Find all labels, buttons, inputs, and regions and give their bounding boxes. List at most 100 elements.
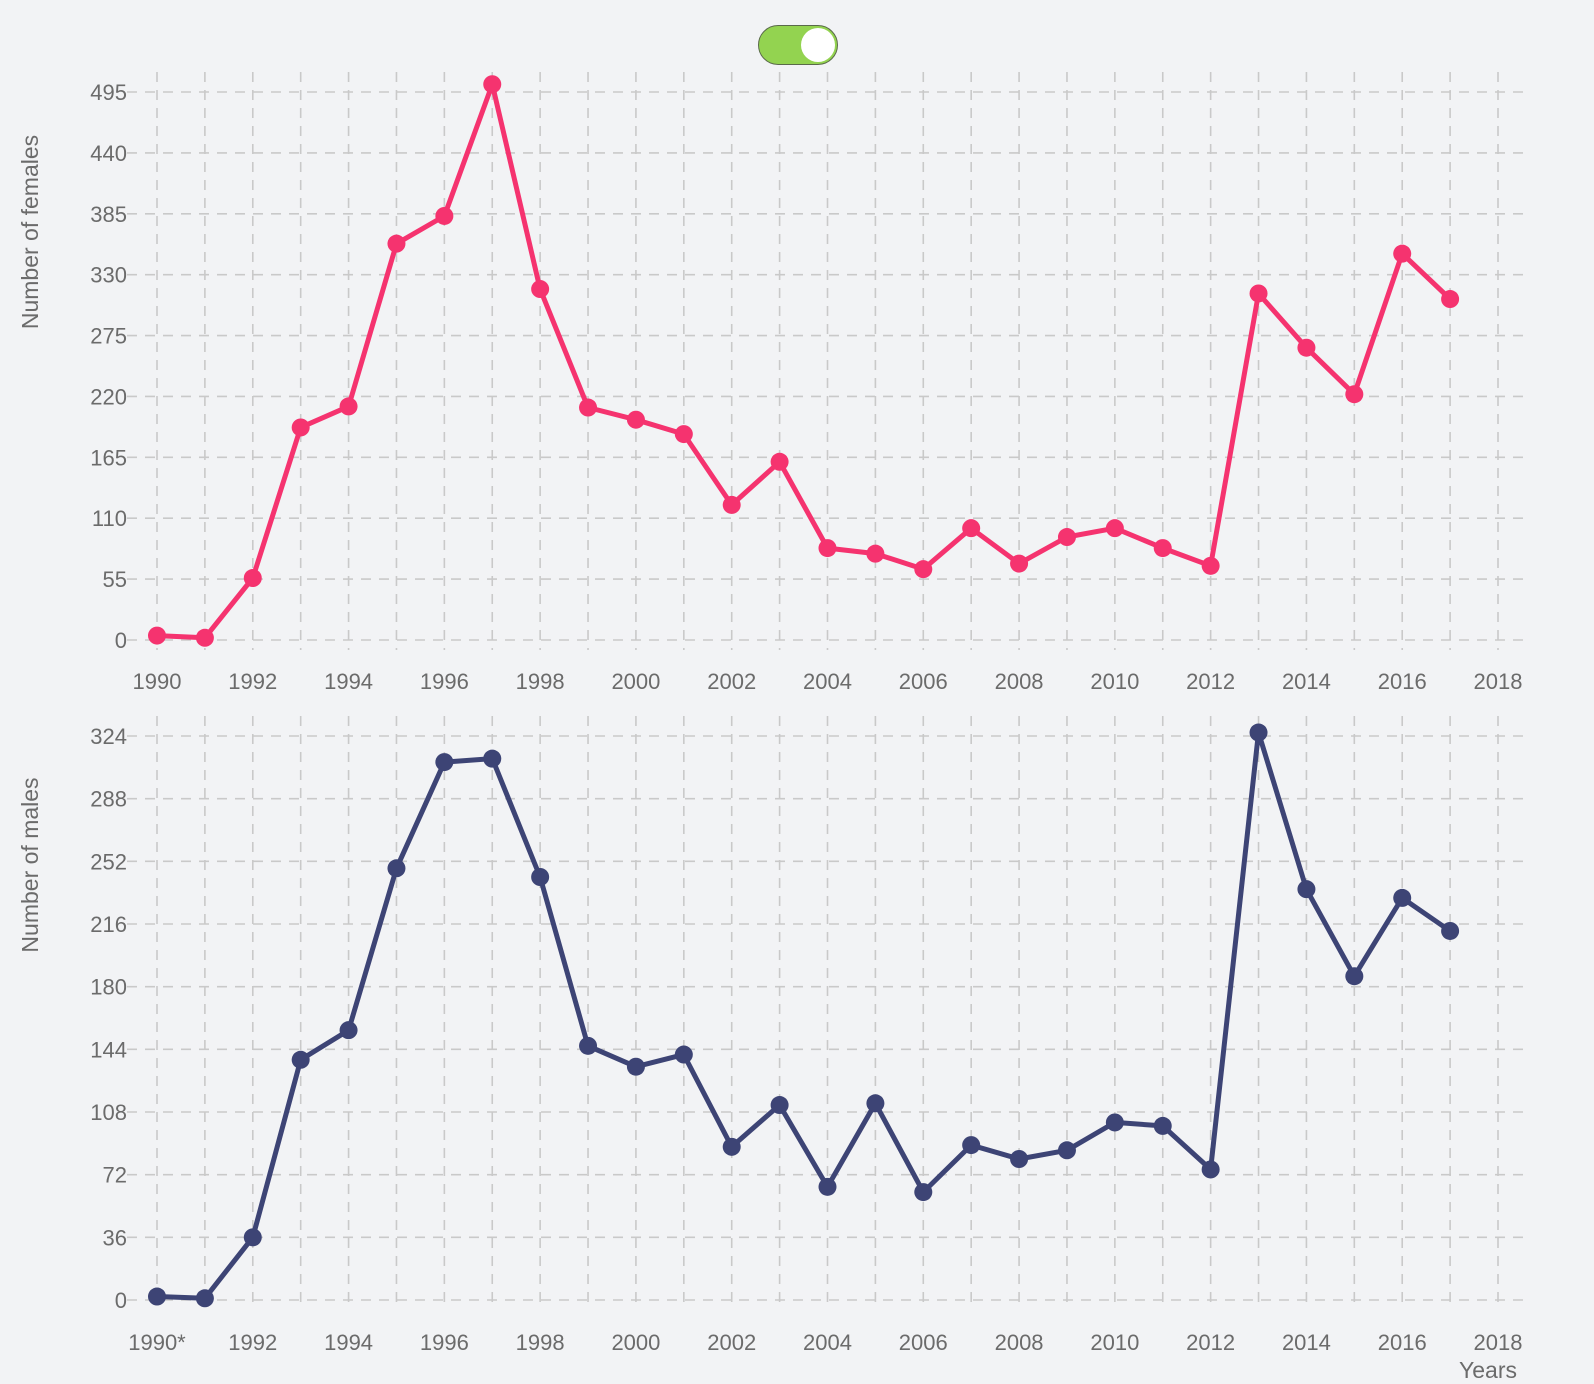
males-data-point[interactable] (1297, 880, 1316, 899)
x-tick-label: 2012 (1186, 1330, 1235, 1355)
y-tick-label: 108 (90, 1100, 127, 1125)
females-data-point[interactable] (339, 397, 358, 416)
females-data-point[interactable] (1345, 385, 1364, 404)
females-data-point[interactable] (722, 495, 741, 514)
x-tick-label: 2004 (803, 669, 852, 694)
x-tick-label: 2016 (1378, 1330, 1427, 1355)
males-data-point[interactable] (866, 1094, 885, 1113)
females-data-point[interactable] (770, 452, 789, 471)
x-tick-label: 1996 (420, 1330, 469, 1355)
males-data-point[interactable] (962, 1136, 981, 1155)
x-tick-label: 2002 (707, 1330, 756, 1355)
y-tick-label: 36 (103, 1225, 127, 1250)
females-data-point[interactable] (962, 519, 981, 538)
males-data-point[interactable] (722, 1137, 741, 1156)
males-data-point[interactable] (483, 749, 502, 768)
toggle-knob[interactable] (801, 28, 835, 62)
females-data-point[interactable] (1201, 556, 1220, 575)
females-line-chart: 0 55 110 165 220 275 330 385 440 495 1990 1992 1994 1… (17, 72, 1528, 694)
females-data-point[interactable] (195, 628, 214, 647)
y-tick-label: 0 (115, 1288, 127, 1313)
x-tick-label: 2000 (611, 669, 660, 694)
y-tick-label: 385 (90, 202, 127, 227)
males-data-point[interactable] (1393, 888, 1412, 907)
males-data-point[interactable] (1201, 1160, 1220, 1179)
males-data-point[interactable] (1345, 967, 1364, 986)
x-tick-label: 2008 (995, 669, 1044, 694)
y-tick-label: 324 (90, 724, 127, 749)
x-tick-label: 1994 (324, 669, 373, 694)
females-data-point[interactable] (483, 75, 502, 94)
y-tick-label: 288 (90, 787, 127, 812)
x-tick-label: 2016 (1378, 669, 1427, 694)
x-tick-label: 2018 (1474, 1330, 1523, 1355)
x-tick-label: 2008 (995, 1330, 1044, 1355)
females-data-point[interactable] (531, 280, 550, 299)
y-tick-label: 72 (103, 1163, 127, 1188)
x-tick-label: 2006 (899, 1330, 948, 1355)
males-data-point[interactable] (243, 1228, 262, 1247)
females-data-point[interactable] (674, 425, 693, 444)
males-data-point[interactable] (1249, 723, 1268, 742)
males-data-point[interactable] (1153, 1116, 1172, 1135)
x-tick-label: 2010 (1090, 669, 1139, 694)
males-data-point[interactable] (1057, 1141, 1076, 1160)
females-data-point[interactable] (435, 206, 454, 225)
males-data-point[interactable] (1010, 1150, 1029, 1168)
y-tick-label: 165 (90, 445, 127, 470)
females-data-point[interactable] (148, 626, 166, 645)
females-data-point[interactable] (291, 418, 310, 437)
y-tick-label: 0 (115, 628, 127, 653)
males-data-point[interactable] (626, 1057, 645, 1076)
y-tick-label: 55 (103, 567, 127, 592)
males-data-point[interactable] (914, 1183, 933, 1202)
males-data-point[interactable] (1441, 921, 1460, 940)
x-tick-label: 1998 (516, 669, 565, 694)
y-axis-title: Number of females (17, 135, 43, 329)
x-tick-label: 2014 (1282, 669, 1331, 694)
males-data-point[interactable] (339, 1021, 358, 1040)
females-data-point[interactable] (1057, 528, 1076, 547)
chart-toggle-switch[interactable] (758, 25, 838, 65)
x-tick-label: 2018 (1474, 669, 1523, 694)
females-data-point[interactable] (1249, 284, 1268, 303)
females-data-point[interactable] (818, 539, 837, 558)
females-data-point[interactable] (1393, 244, 1412, 263)
females-series-line (154, 81, 1453, 641)
females-data-point[interactable] (626, 410, 645, 429)
females-data-point[interactable] (579, 398, 598, 417)
females-data-point[interactable] (1105, 519, 1124, 538)
males-data-point[interactable] (579, 1036, 598, 1055)
y-tick-label: 330 (90, 263, 127, 288)
males-series-line (154, 730, 1453, 1301)
females-data-point[interactable] (914, 560, 933, 579)
y-tick-label: 110 (92, 506, 127, 531)
females-data-point[interactable] (866, 544, 885, 563)
females-data-point[interactable] (1297, 338, 1316, 357)
y-axis-title: Number of males (17, 777, 43, 952)
y-tick-label: 216 (90, 912, 127, 937)
x-tick-label: 1992 (228, 1330, 277, 1355)
females-data-point[interactable] (387, 234, 406, 253)
males-data-point[interactable] (674, 1045, 693, 1064)
males-data-point[interactable] (1105, 1113, 1124, 1132)
males-data-point[interactable] (818, 1177, 837, 1196)
females-data-point[interactable] (1441, 290, 1460, 309)
females-data-point[interactable] (1153, 539, 1172, 558)
males-data-point[interactable] (531, 868, 550, 886)
x-tick-label: 1990* (128, 1330, 186, 1355)
females-data-point[interactable] (243, 569, 262, 588)
x-tick-label: 1996 (420, 669, 469, 694)
males-data-point[interactable] (770, 1096, 789, 1115)
females-data-point[interactable] (1010, 554, 1029, 573)
males-data-point[interactable] (148, 1287, 166, 1306)
x-axis-title: Years (1459, 1357, 1517, 1383)
x-tick-label: 2000 (611, 1330, 660, 1355)
males-data-point[interactable] (435, 753, 454, 772)
males-data-point[interactable] (195, 1289, 214, 1308)
x-tick-label: 2012 (1186, 669, 1235, 694)
males-data-point[interactable] (387, 859, 406, 878)
y-tick-label: 275 (90, 324, 127, 349)
x-tick-label: 1994 (324, 1330, 373, 1355)
males-data-point[interactable] (291, 1050, 310, 1069)
